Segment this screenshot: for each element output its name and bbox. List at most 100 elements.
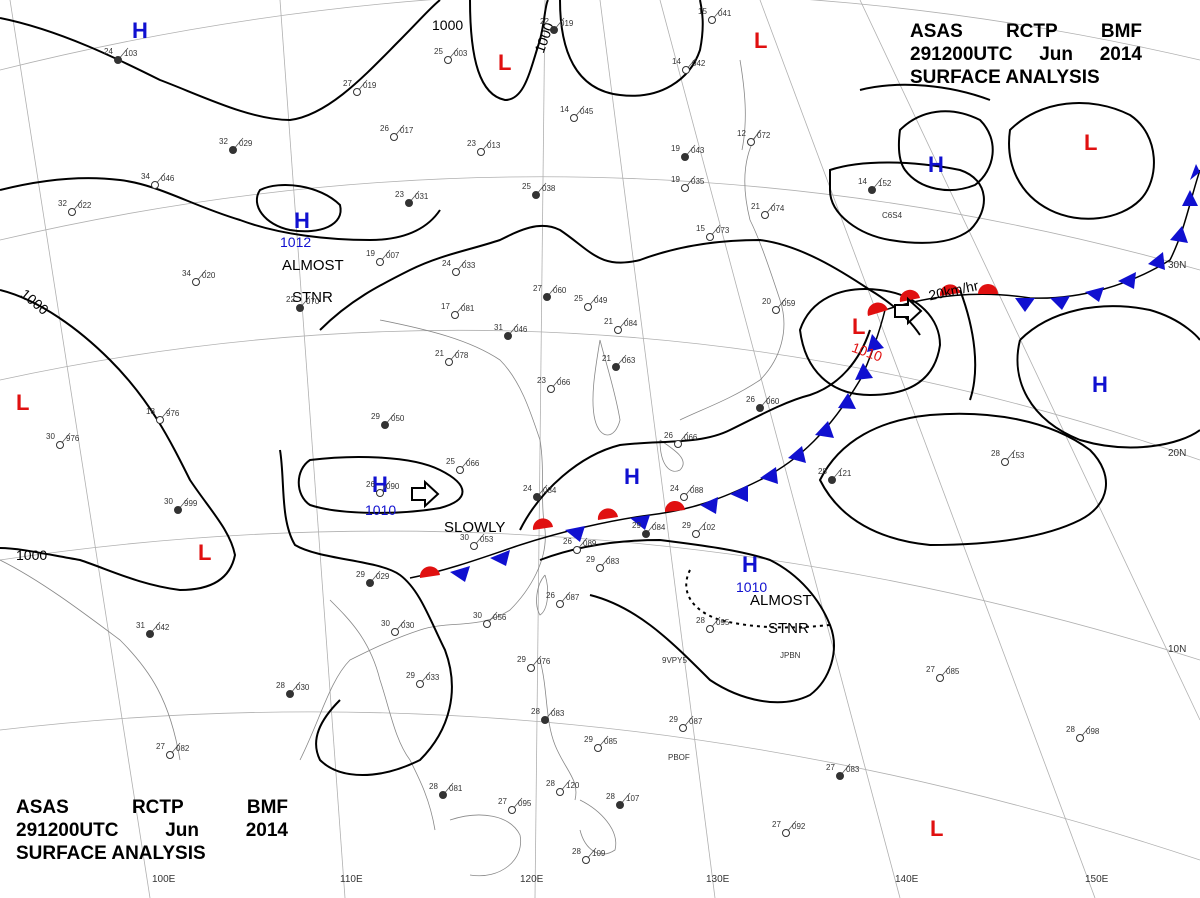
cold-front-marker <box>565 526 585 542</box>
station-pressure: 072 <box>757 131 771 140</box>
station-temperature: 29 <box>406 671 415 680</box>
station-pressure: 082 <box>176 744 190 753</box>
station-temperature: 24 <box>104 47 113 56</box>
station-pressure: 060 <box>553 286 567 295</box>
title-line-1: ASAS RCTP BMF <box>16 796 288 819</box>
station-pressure: 083 <box>606 557 620 566</box>
low-pressure-symbol: L <box>498 50 511 75</box>
latitude-line <box>0 176 1200 271</box>
station-pressure: 042 <box>156 623 170 632</box>
station-temperature: 20 <box>762 297 771 306</box>
latitude-label: 10N <box>1168 644 1186 655</box>
station-marker <box>156 416 164 424</box>
station-plot: 31 042 <box>136 621 170 638</box>
station-pressure: 074 <box>771 204 785 213</box>
cold-front-marker <box>867 334 884 352</box>
station-pressure: 049 <box>594 296 608 305</box>
station-marker <box>376 489 384 497</box>
station-pressure: 063 <box>622 356 636 365</box>
station-pressure: 084 <box>652 523 666 532</box>
station-marker <box>679 724 687 732</box>
station-plot: 19 007 <box>366 249 400 266</box>
isobar <box>0 177 441 242</box>
station-marker <box>756 404 764 412</box>
station-temperature: 26 <box>746 395 755 404</box>
meridian <box>9 0 151 898</box>
station-temperature: 28 <box>1066 725 1075 734</box>
cold-front-marker <box>450 566 470 582</box>
station-plot: 30 030 <box>381 619 415 636</box>
station-marker <box>612 363 620 371</box>
station-marker <box>456 466 464 474</box>
isobar <box>539 538 835 704</box>
station-id: PBOF <box>668 753 690 762</box>
longitude-label: 120E <box>520 874 544 885</box>
coast-taiwan <box>536 574 549 616</box>
isobar <box>255 184 342 233</box>
station-plot: 31 046 <box>494 323 528 340</box>
station-pressure: 073 <box>716 226 730 235</box>
latitude-line <box>0 530 1200 661</box>
coast-china <box>299 319 546 761</box>
station-pressure: 120 <box>566 781 580 790</box>
longitude-label: 140E <box>895 874 919 885</box>
station-temperature: 26 <box>366 480 375 489</box>
slowly-label: SLOWLY <box>444 519 505 536</box>
station-plot: 23 031 <box>395 190 429 207</box>
cold-front-marker <box>630 515 650 530</box>
station-temperature: 29 <box>586 555 595 564</box>
station-temperature: 30 <box>473 611 482 620</box>
station-pressure: 050 <box>391 414 405 423</box>
isobar <box>1016 339 1200 449</box>
high-pressure-symbol: H <box>1092 372 1108 397</box>
station-marker <box>68 208 76 216</box>
station-temperature: 19 <box>366 249 375 258</box>
station-marker <box>674 440 682 448</box>
station-marker <box>547 385 555 393</box>
station-plot: 28 153 <box>991 449 1025 466</box>
station-pressure: 095 <box>518 799 532 808</box>
station-pressure: 084 <box>624 319 638 328</box>
station-marker <box>114 56 122 64</box>
isobar <box>897 110 994 191</box>
pressure-value: 1010 <box>736 579 767 595</box>
station-pressure: 033 <box>426 673 440 682</box>
latitude-label: 30N <box>1168 260 1186 271</box>
station-pressure: 007 <box>386 251 400 260</box>
station-plot: 30 999 <box>164 497 198 514</box>
station-temperature: 22 <box>286 295 295 304</box>
station-pressure: 076 <box>537 657 551 666</box>
title-line-2: 291200UTC Jun 2014 <box>16 819 288 842</box>
station-marker <box>444 56 452 64</box>
station-marker <box>582 856 590 864</box>
station-temperature: 30 <box>46 432 55 441</box>
station-pressure: 059 <box>782 299 796 308</box>
station-plot: 28 095 <box>696 616 730 633</box>
station-marker <box>381 421 389 429</box>
station-temperature: 26 <box>664 431 673 440</box>
station-temperature: 21 <box>604 317 613 326</box>
station-marker <box>706 233 714 241</box>
station-plot: 25 003 <box>434 47 468 64</box>
station-plot: 26 087 <box>546 591 580 608</box>
station-temperature: 12 <box>737 129 746 138</box>
station-plot: 14 152 <box>858 177 892 194</box>
low-pressure-symbol: L <box>16 390 29 415</box>
isobar <box>559 0 704 97</box>
station-temperature: 19 <box>671 144 680 153</box>
cold-front-marker <box>700 497 718 514</box>
station-marker <box>532 191 540 199</box>
station-marker <box>451 311 459 319</box>
station-marker <box>550 26 558 34</box>
cold-front-marker <box>1085 287 1104 302</box>
isobar <box>859 83 991 101</box>
isobar <box>0 289 237 592</box>
station-pressure: 088 <box>690 486 704 495</box>
station-plot: 29 033 <box>406 671 440 688</box>
high-pressure-symbol: H <box>372 472 388 497</box>
station-temperature: 14 <box>672 57 681 66</box>
station-plot: 32 029 <box>219 137 253 154</box>
isobar <box>0 0 441 122</box>
station-temperature: 29 <box>584 735 593 744</box>
station-plot: 28 098 <box>1066 725 1100 742</box>
